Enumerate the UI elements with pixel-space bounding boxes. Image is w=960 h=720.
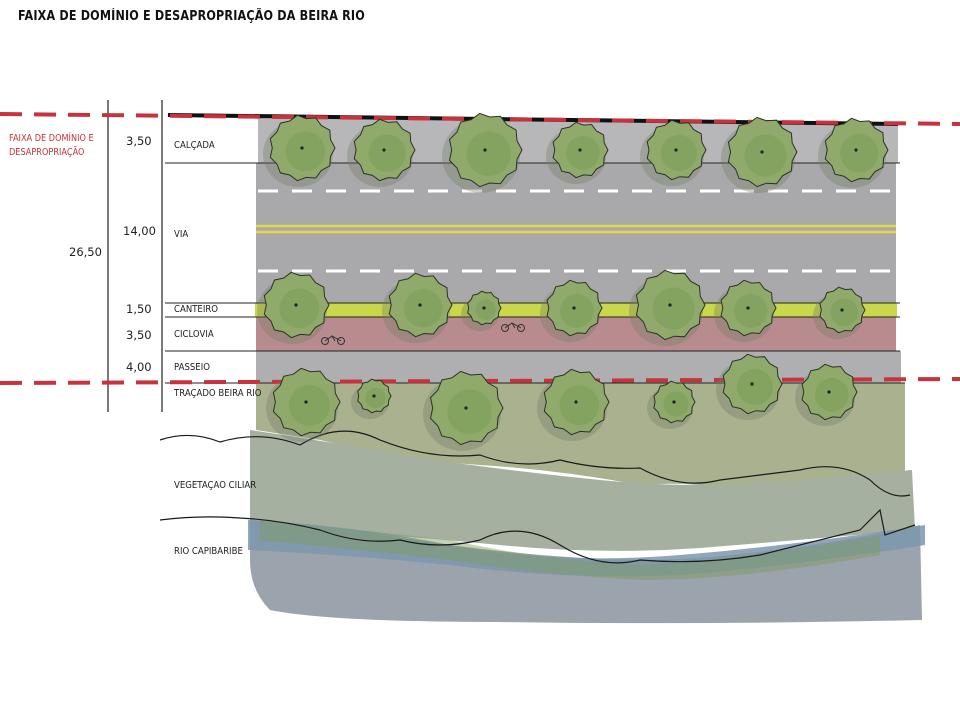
diagram-title: FAIXA DE DOMÍNIO E DESAPROPRIAÇÃO DA BEI… xyxy=(18,9,365,24)
tree-icon xyxy=(263,114,336,187)
trees xyxy=(257,112,889,451)
bicycle-icon xyxy=(321,335,345,345)
dimension-ciclovia: 3,50 xyxy=(126,328,152,342)
tree-icon xyxy=(640,119,707,186)
dimension-lines xyxy=(107,100,163,412)
tree-icon xyxy=(540,279,603,342)
river-blue-band xyxy=(248,520,925,577)
beira-rio-vegetation-area xyxy=(256,383,905,495)
tree-icon xyxy=(721,116,798,193)
tree-icon xyxy=(813,286,866,339)
faixa-de-dominio-label: FAIXA DE DOMÍNIO E DESAPROPRIAÇÃO xyxy=(9,133,94,158)
tree-icon xyxy=(716,353,783,420)
tree-icon xyxy=(647,380,696,429)
river-edge-strokes xyxy=(159,430,916,564)
dimension-calcada: 3,50 xyxy=(126,134,152,148)
vegetation-edge-line xyxy=(159,430,911,497)
label-rio-capibaribe: RIO CAPIBARIBE xyxy=(174,546,243,557)
tree-icon xyxy=(537,368,610,441)
tree-icon xyxy=(442,112,523,193)
tree-icon xyxy=(714,279,777,342)
tree-icon xyxy=(546,121,609,184)
lane-markings xyxy=(256,189,896,273)
vegetacao-ciliar-area xyxy=(250,430,915,551)
dimension-passeio: 4,00 xyxy=(126,360,152,374)
tree-icon xyxy=(629,269,706,346)
bicycle-icon xyxy=(501,322,525,332)
label-ciclovia: CICLOVIA xyxy=(174,329,214,340)
tree-icon xyxy=(795,363,858,426)
tree-icon xyxy=(818,117,889,188)
label-canteiro: CANTEIRO xyxy=(174,304,219,315)
tree-icon xyxy=(382,272,453,343)
tree-icon xyxy=(351,378,392,419)
dimension-canteiro: 1,50 xyxy=(126,302,152,316)
river-edge-line xyxy=(159,508,916,564)
tree-icon xyxy=(257,271,330,344)
label-passeio: PASSEIO xyxy=(174,362,210,373)
tree-icon xyxy=(266,367,341,442)
bicycle-icons xyxy=(321,322,525,345)
tree-icon xyxy=(347,118,416,187)
label-calcada: CALÇADA xyxy=(174,140,215,151)
total-width-label: 26,50 xyxy=(69,245,102,259)
label-tracado-beira-rio: TRAÇADO BEIRA RIO xyxy=(174,388,262,399)
tree-icon xyxy=(461,290,502,331)
label-vegetacao-ciliar: VEGETAÇÃO CILIAR xyxy=(174,480,257,491)
tree-icon xyxy=(423,370,504,451)
label-via: VIA xyxy=(174,229,189,240)
river-green-band xyxy=(260,520,880,580)
dimension-via: 14,00 xyxy=(123,224,156,238)
